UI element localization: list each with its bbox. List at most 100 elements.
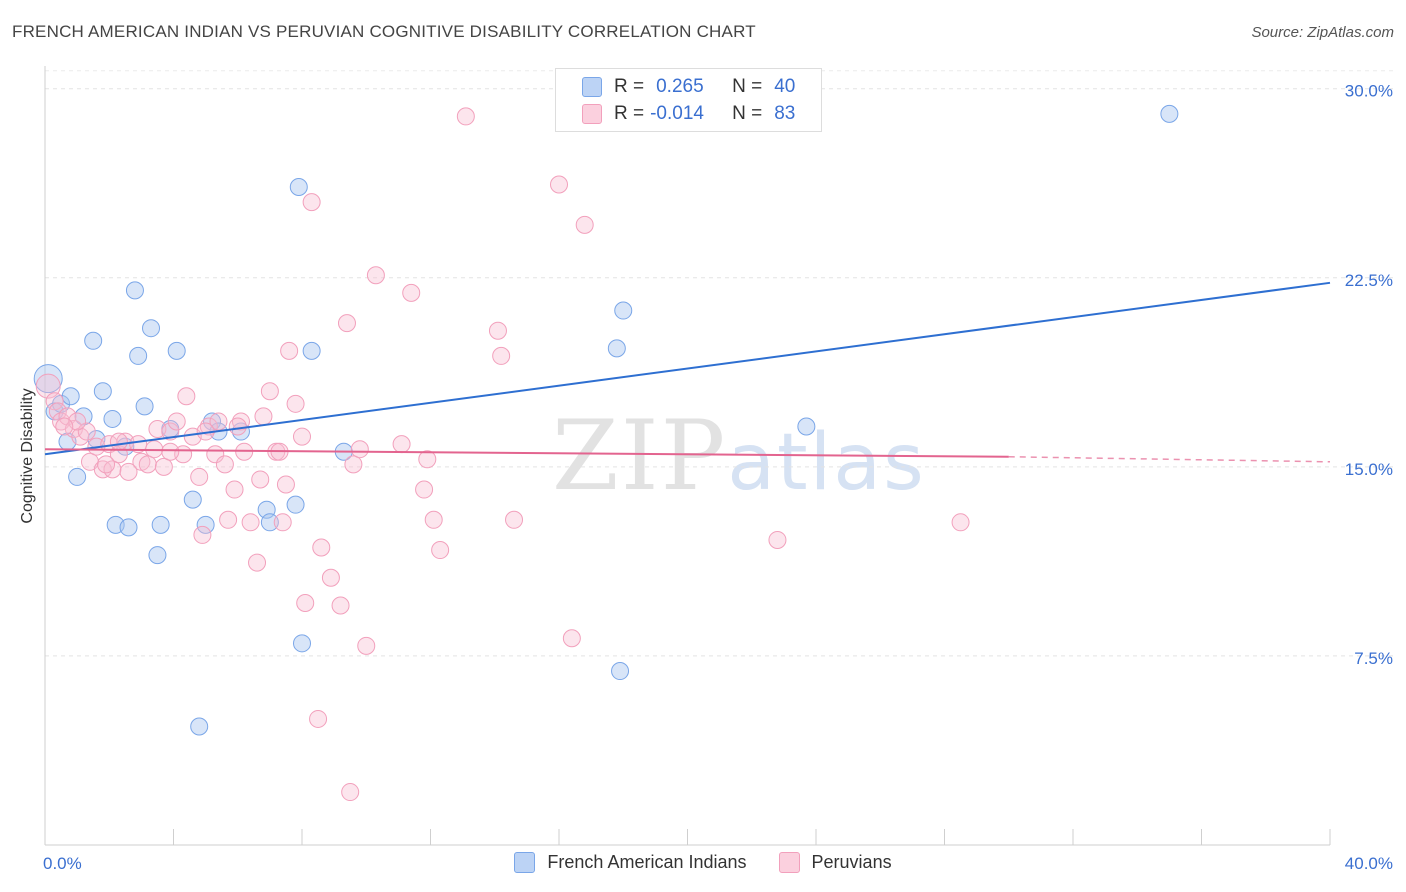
peruvian-point	[228, 417, 247, 436]
peruvian-point	[193, 525, 212, 544]
peruvian-point	[341, 783, 360, 802]
watermark: ZIPatlas	[552, 400, 926, 512]
peruvian-point	[231, 412, 250, 431]
peruvian-point	[154, 457, 173, 476]
french-american-indian-point	[286, 495, 305, 514]
peruvian-point	[366, 266, 385, 285]
peruvian-trendline-extension	[1008, 456, 1331, 463]
peruvian-point	[273, 513, 292, 532]
peruvian-point	[241, 513, 260, 532]
legend-swatch-blue	[582, 77, 602, 97]
french-american-indian-point	[61, 387, 80, 406]
peruvian-point	[418, 450, 437, 469]
french-american-indian-point	[167, 341, 186, 360]
series-legend-label: Peruvians	[811, 852, 892, 872]
peruvian-point	[209, 412, 228, 431]
legend-r-label: R =	[614, 76, 645, 97]
french-american-indian-point	[135, 397, 154, 416]
french-american-indian-point	[129, 346, 148, 365]
watermark-atlas: atlas	[727, 418, 926, 508]
legend-r-value: 0.265	[656, 76, 704, 97]
french-american-indian-point	[183, 490, 202, 509]
series-legend-item-french-american-indians: French American Indians	[514, 852, 747, 873]
peruvian-point	[48, 402, 67, 421]
french-american-indian-point	[151, 515, 170, 534]
peruvian-point	[402, 283, 421, 302]
peruvian-point	[251, 470, 270, 489]
series-legend-label: French American Indians	[547, 852, 747, 872]
peruvian-point	[109, 432, 128, 451]
peruvian-point	[550, 175, 568, 194]
french-american-indian-point	[302, 341, 321, 360]
legend-row-french-american-indians: R = 0.265 N = 40	[582, 75, 795, 99]
peruvian-point	[344, 455, 363, 474]
peruvian-point	[350, 440, 369, 459]
peruvian-point	[337, 314, 356, 333]
peruvian-point	[280, 341, 299, 360]
x-tick-label-max: 40.0%	[1345, 854, 1393, 873]
peruvian-point	[331, 596, 350, 615]
french-american-indian-point	[260, 513, 279, 532]
french-american-indian-point	[33, 364, 63, 394]
french-american-indian-point	[93, 382, 112, 401]
peruvian-point	[55, 417, 74, 436]
french-american-indian-point	[68, 467, 87, 486]
peruvian-point	[505, 510, 524, 529]
legend-r-label: R =	[614, 103, 645, 124]
peruvian-point	[177, 387, 196, 406]
peruvian-point	[97, 455, 116, 474]
legend-n-value: 40	[774, 76, 796, 97]
peruvian-point	[35, 373, 61, 399]
series-legend: French American Indians Peruvians	[0, 852, 1406, 873]
y-tick-label: 30.0%	[1345, 82, 1393, 101]
legend-n-label: N =	[732, 76, 763, 97]
french-american-indian-point	[125, 281, 144, 300]
peruvian-point	[129, 435, 148, 454]
french-american-indian-point	[196, 515, 215, 534]
french-american-indian-trendline	[44, 281, 1331, 456]
peruvian-point	[138, 455, 157, 474]
french-american-indian-point	[293, 634, 311, 653]
peruvian-point	[768, 530, 787, 549]
y-tick-label: 15.0%	[1345, 460, 1393, 479]
peruvian-point	[45, 392, 64, 411]
peruvian-point	[276, 475, 295, 494]
peruvian-point	[951, 513, 970, 532]
legend-r-value: -0.014	[650, 103, 704, 124]
legend-row-peruvians: R = -0.014 N = 83	[582, 102, 795, 126]
french-american-indian-point	[797, 417, 816, 436]
y-tick-label: 22.5%	[1345, 271, 1393, 290]
peruvian-point	[119, 462, 138, 481]
french-american-indian-point	[614, 301, 633, 320]
peruvian-point	[456, 107, 475, 126]
peruvian-point	[293, 427, 311, 446]
french-american-indian-point	[289, 178, 308, 197]
peruvian-point	[312, 538, 331, 557]
peruvian-point	[219, 510, 238, 529]
french-american-indian-point	[142, 319, 161, 338]
peruvian-point	[254, 407, 273, 426]
french-american-indian-point	[190, 717, 209, 736]
peruvian-point	[431, 541, 450, 560]
peruvian-point	[392, 435, 411, 454]
peruvian-point	[199, 417, 218, 436]
peruvian-point	[260, 382, 279, 401]
french-american-indian-point	[1160, 104, 1179, 123]
x-tick-label-min: 0.0%	[43, 854, 82, 873]
watermark-zip: ZIP	[552, 400, 728, 512]
peruvian-point	[575, 215, 594, 234]
source-label: Source: ZipAtlas.com	[1251, 24, 1394, 41]
peruvian-point	[302, 193, 321, 212]
peruvian-point	[296, 593, 315, 612]
peruvian-point	[286, 394, 305, 413]
chart-title: FRENCH AMERICAN INDIAN VS PERUVIAN COGNI…	[12, 22, 756, 41]
peruvian-point	[167, 412, 186, 431]
peruvian-point	[488, 321, 507, 340]
legend-swatch-pink	[582, 104, 602, 124]
peruvian-point	[215, 455, 234, 474]
legend-n-value: 83	[774, 103, 796, 124]
peruvian-point	[248, 553, 267, 572]
peruvian-point	[225, 480, 244, 499]
peruvian-point	[161, 442, 180, 461]
